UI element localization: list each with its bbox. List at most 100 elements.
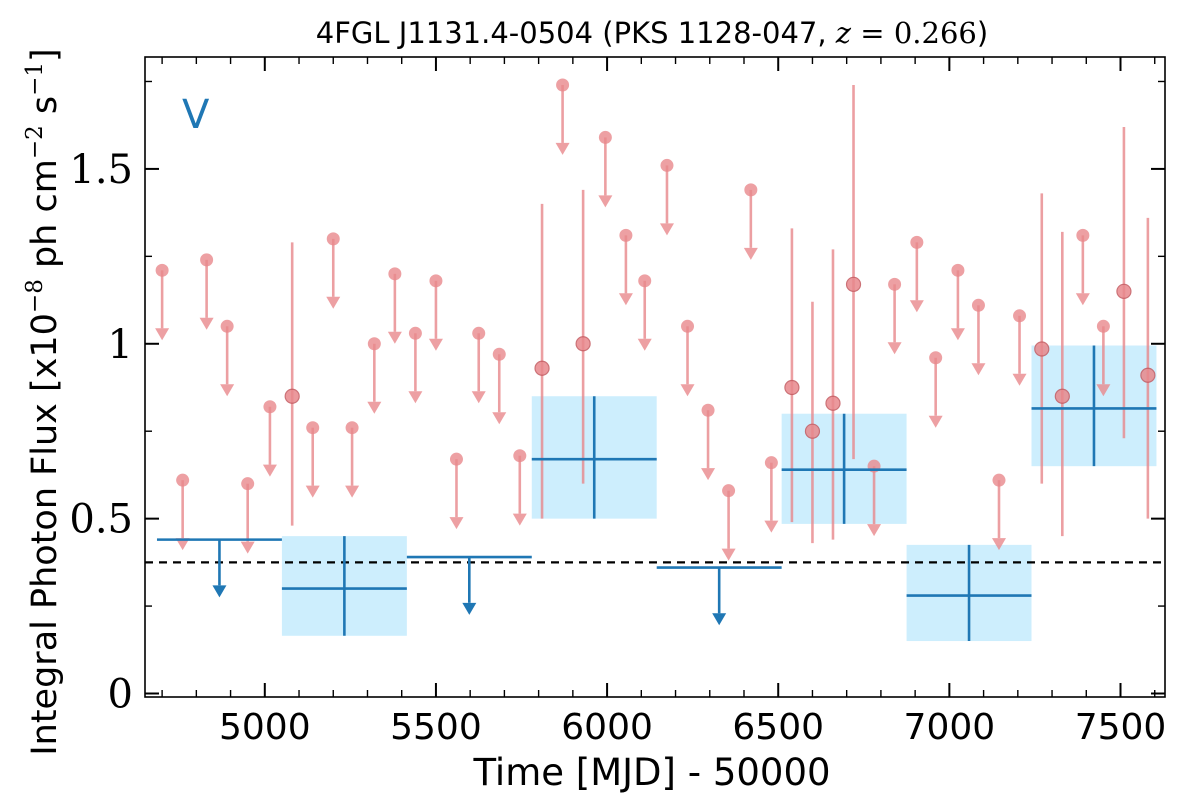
upper-limit-arrow [867,524,882,537]
detection-marker [1054,388,1070,404]
upper-limit-arrow [449,517,464,530]
upper-limit-marker [492,347,506,361]
short-bin-points [155,78,1156,561]
upper-limit-marker [176,473,190,487]
upper-limit-marker [241,477,255,491]
short-bin-upper-limit [262,400,277,477]
upper-limit-arrow [408,391,423,404]
ylabel-pre: Integral Photon Flux [x10 [25,313,65,756]
short-bin-upper-limit [743,183,758,260]
long-bin-limit-arrow [212,585,227,598]
short-bin-detection [1140,217,1156,519]
ylabel-exp3: −1 [22,62,48,96]
title-close: ) [977,16,988,50]
upper-limit-marker [910,235,924,249]
short-bin-upper-limit [909,235,924,313]
short-bin-upper-limit [220,319,235,397]
upper-limit-arrow [598,195,613,208]
upper-limit-marker [764,456,778,470]
upper-limit-arrow [701,468,716,481]
upper-limit-arrow [220,384,235,397]
upper-limit-marker [638,274,652,288]
long-bin-upper-limit [156,538,282,598]
upper-limit-arrow [928,415,943,428]
upper-limit-marker [971,298,985,312]
detection-marker [575,336,591,352]
long-bin-upper-limit [656,566,782,626]
upper-limit-marker [449,452,463,466]
upper-limit-arrow [887,342,902,355]
ylabel-exp2: −2 [22,125,48,159]
upper-limit-arrow [680,384,695,397]
upper-limit-marker [220,319,234,333]
upper-limit-marker [722,484,736,498]
upper-limit-marker [472,326,486,340]
short-bin-upper-limit [155,263,170,341]
short-bin-upper-limit [492,347,507,425]
upper-limit-marker [1096,319,1110,333]
detection-marker [534,360,550,376]
short-bin-upper-limit [428,274,443,351]
long-bin-detection [906,544,1032,642]
upper-limit-arrow [367,401,382,414]
short-bin-upper-limit [680,319,695,397]
long-bin-detection [281,536,407,636]
upper-limit-marker [951,263,965,277]
short-bin-upper-limit [928,351,943,428]
short-bin-upper-limit [887,277,902,355]
short-bin-upper-limit [637,274,652,351]
short-bin-upper-limit [199,253,214,330]
y-tick-label: 1.5 [69,147,133,193]
upper-limit-arrow [492,412,507,425]
upper-limit-arrow [618,293,633,306]
short-bin-upper-limit [175,473,190,551]
x-tick-label: 5500 [390,707,482,748]
short-bin-upper-limit [659,158,674,236]
detection-marker [1034,341,1050,357]
upper-limit-marker [263,400,277,414]
short-bin-detection [804,301,821,544]
upper-limit-marker [556,78,570,92]
y-tick-label: 0.5 [69,497,133,543]
short-bin-upper-limit [240,477,255,554]
upper-limit-arrow [345,485,360,498]
long-bin-detection [531,396,657,519]
upper-limit-arrow [326,296,341,309]
x-tick-label: 6500 [732,707,824,748]
upper-limit-arrow [199,317,214,330]
upper-limit-arrow [262,464,277,477]
short-bin-upper-limit [971,298,986,376]
upper-limit-arrow [175,538,190,551]
ylabel-mid2: s [25,96,65,125]
upper-limit-marker [306,421,320,435]
title-redshift-value: 0.266 [894,16,977,50]
title-redshift-variable: z [835,16,852,50]
short-bin-upper-limit [471,326,486,404]
upper-limit-arrow [659,223,674,236]
short-bin-upper-limit [598,130,613,208]
short-bin-detection [845,84,862,460]
upper-limit-arrow [743,247,758,260]
ylabel-post: ] [25,48,65,62]
band-label: V [182,92,210,138]
short-bin-upper-limit [326,232,341,309]
x-tick-label: 5000 [219,707,311,748]
short-bin-detection [575,189,591,484]
long-bin-detection [781,413,907,524]
upper-limit-marker [681,319,695,333]
upper-limit-marker [888,277,902,291]
short-bin-upper-limit [305,421,320,498]
upper-limit-marker [598,130,612,144]
short-bin-upper-limit [991,473,1006,551]
short-bin-detection [784,228,800,523]
upper-limit-arrow [971,363,986,376]
title-redshift-equals: = [851,16,894,50]
short-bin-upper-limit [701,403,716,481]
upper-limit-marker [660,158,674,172]
x-tick-label: 7000 [904,707,996,748]
short-bin-detection [1116,126,1132,439]
y-axis-label: Integral Photon Flux [x10−8 ph cm−2 s−1] [22,48,65,755]
upper-limit-arrow [155,328,170,341]
short-bin-upper-limit [764,456,779,533]
